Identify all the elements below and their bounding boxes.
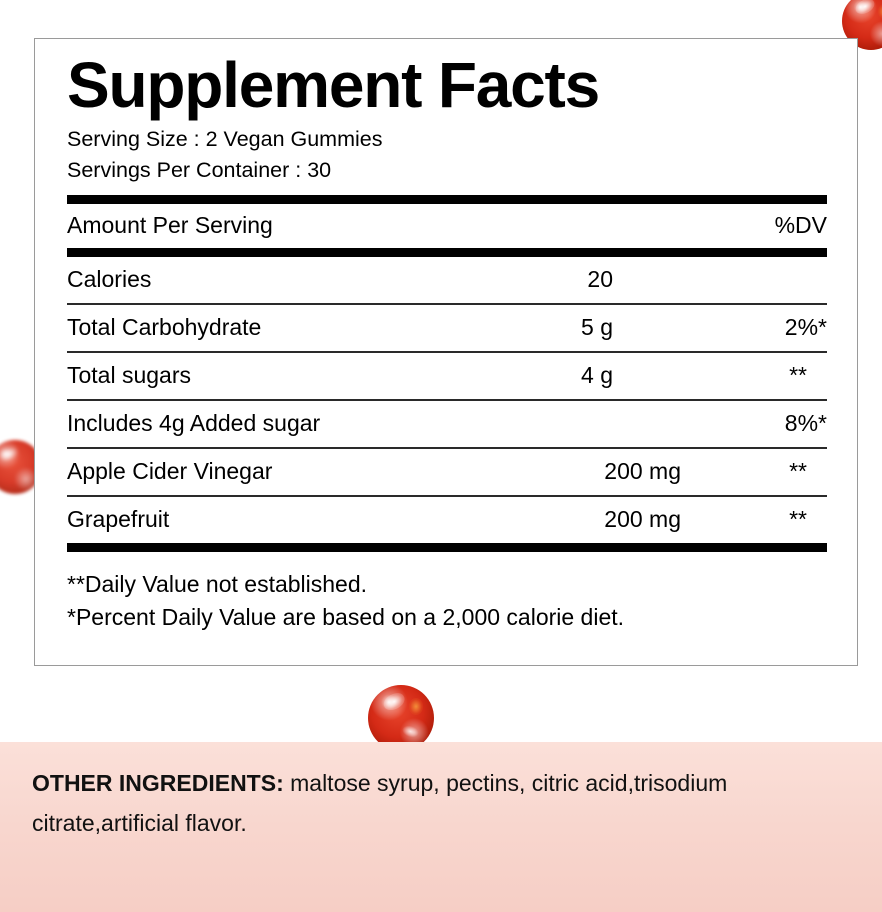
rule-thin <box>67 351 827 354</box>
table-row: Apple Cider Vinegar 200 mg ** <box>67 449 827 495</box>
other-ingredients-list: maltose syrup, pectins, citric acid,tris… <box>32 770 728 836</box>
table-row: Grapefruit 200 mg ** <box>67 497 827 543</box>
serving-size-line: Serving Size : 2 Vegan Gummies <box>67 127 383 152</box>
nutrient-amount: 200 mg <box>604 506 681 533</box>
rule-thick-bottom <box>67 543 827 553</box>
rule-thin <box>67 495 827 498</box>
page-title: Supplement Facts <box>67 49 600 121</box>
table-row: Total sugars 4 g ** <box>67 353 827 399</box>
rule-thin <box>67 447 827 450</box>
nutrient-amount: 4 g <box>581 362 613 389</box>
rule-thick-header-bottom <box>67 248 827 258</box>
nutrient-amount: 20 <box>587 266 613 293</box>
daily-value-header: %DV <box>774 212 827 239</box>
servings-per-container-line: Servings Per Container : 30 <box>67 157 332 182</box>
other-ingredients-label: OTHER INGREDIENTS: <box>32 770 284 796</box>
nutrient-name: Total Carbohydrate <box>67 314 262 341</box>
nutrient-dv: ** <box>789 458 807 485</box>
rule-thin <box>67 399 827 402</box>
nutrient-dv: ** <box>789 362 807 389</box>
other-ingredients-text: OTHER INGREDIENTS: maltose syrup, pectin… <box>32 764 840 843</box>
nutrient-amount: 5 g <box>581 314 613 341</box>
nutrient-name: Calories <box>67 266 152 293</box>
nutrient-dv: 2%* <box>784 314 827 341</box>
footnote-daily-value-not-established: **Daily Value not established. <box>67 571 368 598</box>
nutrient-name: Total sugars <box>67 362 192 389</box>
nutrient-name: Grapefruit <box>67 506 170 533</box>
nutrient-name: Includes 4g Added sugar <box>67 410 321 437</box>
nutrient-amount: 200 mg <box>604 458 681 485</box>
amount-per-serving-header: Amount Per Serving <box>67 212 273 239</box>
footnotes: **Daily Value not established. *Percent … <box>67 552 827 633</box>
table-row: Includes 4g Added sugar 8%* <box>67 401 827 447</box>
other-ingredients-band: OTHER INGREDIENTS: maltose syrup, pectin… <box>0 742 882 912</box>
rule-thick-top <box>67 195 827 205</box>
table-row: Calories 20 <box>67 257 827 303</box>
footnote-percent-daily-value: *Percent Daily Value are based on a 2,00… <box>67 603 625 630</box>
nutrient-name: Apple Cider Vinegar <box>67 458 273 485</box>
nutrient-dv: 8%* <box>784 410 827 437</box>
table-header-row: Amount Per Serving %DV <box>67 204 827 248</box>
rule-thin <box>67 303 827 306</box>
supplement-facts-panel: Supplement Facts Serving Size : 2 Vegan … <box>34 38 858 666</box>
nutrient-dv: ** <box>789 506 807 533</box>
table-row: Total Carbohydrate 5 g 2%* <box>67 305 827 351</box>
